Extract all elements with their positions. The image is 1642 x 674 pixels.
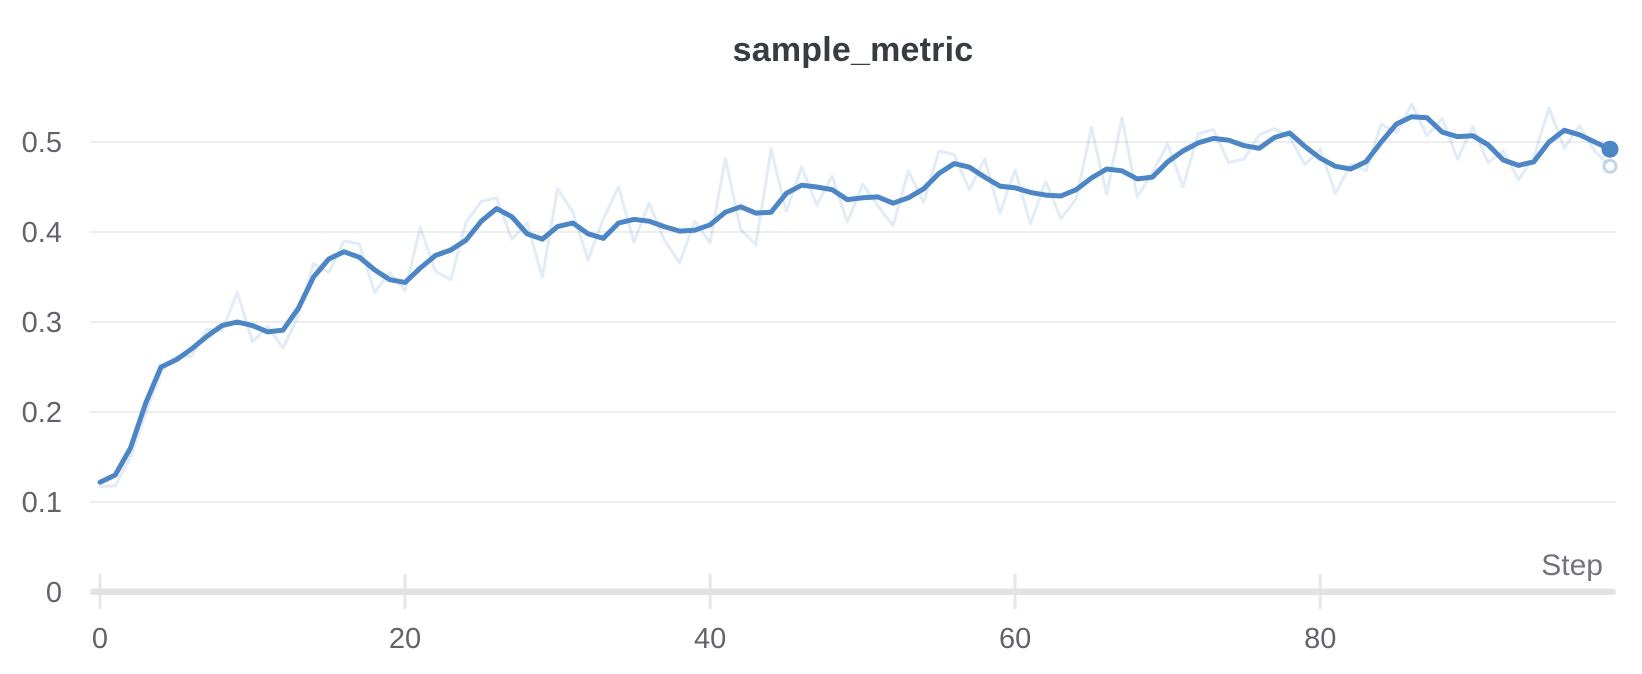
smoothed-end-marker [1601, 140, 1619, 158]
x-axis-title: Step [1541, 549, 1603, 582]
x-tick-label: 20 [389, 623, 421, 655]
x-tick-label: 60 [999, 623, 1031, 655]
y-tick-label: 0.4 [22, 217, 62, 249]
x-axis-baseline [90, 588, 1616, 595]
raw-end-marker [1602, 158, 1618, 174]
chart-title: sample_metric [732, 31, 974, 69]
y-tick-label: 0 [46, 577, 62, 609]
y-tick-label: 0.3 [22, 307, 62, 339]
x-tick-label: 80 [1304, 623, 1336, 655]
raw-line [98, 102, 1612, 489]
x-tick-label: 0 [92, 623, 108, 655]
smoothed-line [97, 114, 1613, 485]
y-tick-label: 0.2 [22, 397, 62, 429]
y-tick-label: 0.1 [22, 487, 62, 519]
y-tick-label: 0.5 [22, 127, 62, 159]
x-tick-label: 40 [694, 623, 726, 655]
